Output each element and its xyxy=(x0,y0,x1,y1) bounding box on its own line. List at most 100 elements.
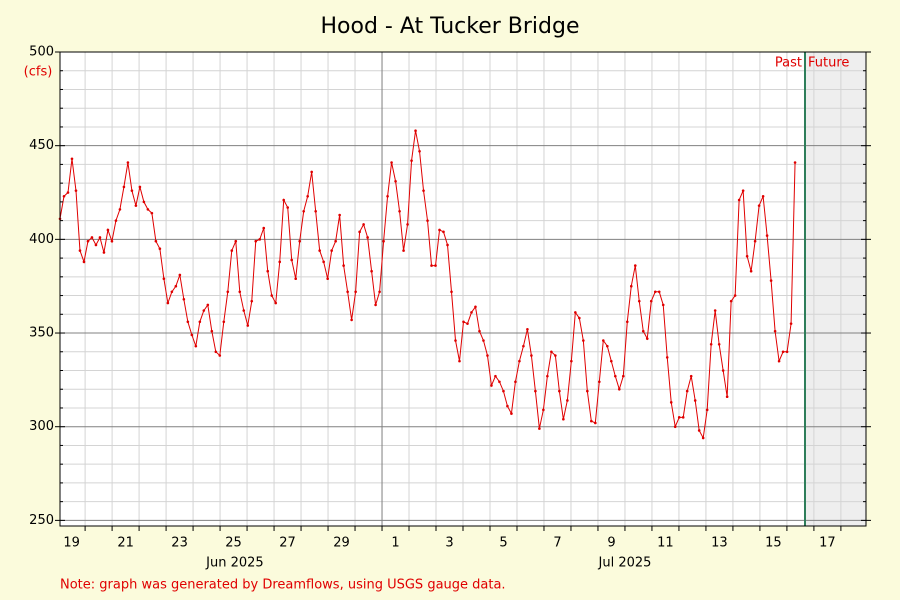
data-point xyxy=(709,342,713,346)
data-point xyxy=(458,359,461,363)
data-point xyxy=(306,194,309,198)
data-point xyxy=(194,344,198,348)
data-point xyxy=(474,305,477,309)
y-tick-label: 300 xyxy=(29,419,54,434)
data-point xyxy=(697,429,701,432)
data-point xyxy=(142,200,146,204)
data-point xyxy=(198,320,202,324)
data-point xyxy=(62,194,66,198)
note: Note: graph was generated by Dreamflows,… xyxy=(60,578,506,593)
data-point xyxy=(318,249,321,252)
data-point xyxy=(446,243,449,247)
data-point xyxy=(713,309,717,312)
data-point xyxy=(781,350,785,354)
data-point xyxy=(262,226,266,230)
data-point xyxy=(737,198,741,202)
data-point xyxy=(554,354,557,357)
data-point xyxy=(310,170,313,174)
data-point xyxy=(170,290,174,294)
data-point xyxy=(86,239,90,243)
data-point xyxy=(625,320,629,324)
data-point xyxy=(350,318,353,322)
data-point xyxy=(186,320,190,324)
data-point xyxy=(582,339,585,342)
data-point xyxy=(462,320,465,324)
data-point xyxy=(777,359,781,363)
data-point xyxy=(382,239,385,243)
data-point xyxy=(166,301,170,305)
data-point xyxy=(566,399,569,402)
data-point xyxy=(250,299,254,303)
data-point xyxy=(422,189,425,192)
data-point xyxy=(202,309,206,312)
y-tick-label: 400 xyxy=(29,232,54,247)
data-point xyxy=(426,219,429,222)
data-point xyxy=(629,284,633,288)
data-point xyxy=(162,277,166,280)
month-label: Jul 2025 xyxy=(598,556,652,571)
data-point xyxy=(386,194,389,198)
data-point xyxy=(757,204,761,207)
y-tick-label: 350 xyxy=(29,326,54,341)
data-point xyxy=(126,161,130,164)
data-point xyxy=(681,416,685,419)
data-point xyxy=(362,223,365,226)
data-point xyxy=(550,350,553,354)
data-point xyxy=(689,374,693,378)
future-label: Future xyxy=(808,56,849,71)
data-point xyxy=(633,264,637,267)
data-point xyxy=(122,185,126,189)
data-point xyxy=(578,316,581,320)
data-point xyxy=(354,290,357,294)
data-point xyxy=(182,298,186,301)
chart-title: Hood - At Tucker Bridge xyxy=(320,14,579,39)
data-point xyxy=(609,359,613,363)
data-point xyxy=(338,213,341,217)
data-point xyxy=(673,425,677,429)
data-point xyxy=(242,309,246,312)
data-point xyxy=(78,249,82,252)
data-point xyxy=(190,333,194,337)
data-point xyxy=(234,239,238,243)
data-point xyxy=(138,185,142,189)
data-point xyxy=(98,236,102,239)
data-point xyxy=(130,189,134,192)
data-point xyxy=(282,198,286,202)
data-point xyxy=(378,290,381,294)
data-point xyxy=(114,219,118,222)
data-point xyxy=(334,239,337,243)
data-point xyxy=(146,208,150,211)
data-point xyxy=(677,416,681,419)
data-point xyxy=(733,294,737,297)
data-point xyxy=(174,284,178,288)
data-point xyxy=(454,339,457,342)
data-point xyxy=(558,389,561,393)
data-point xyxy=(106,228,110,232)
data-point xyxy=(66,191,70,194)
data-point xyxy=(330,249,333,252)
data-point xyxy=(785,350,789,354)
data-point xyxy=(314,209,317,213)
data-point xyxy=(358,230,361,234)
data-point xyxy=(574,311,577,314)
data-point xyxy=(745,254,749,258)
data-point xyxy=(150,211,154,215)
data-point xyxy=(390,161,393,164)
data-point xyxy=(274,301,278,305)
data-point xyxy=(594,421,597,425)
data-point xyxy=(346,290,349,294)
y-axis-label: (cfs) xyxy=(24,65,53,80)
x-tick-label: 19 xyxy=(63,536,80,551)
data-point xyxy=(110,239,114,243)
x-tick-label: 17 xyxy=(819,536,836,551)
data-point xyxy=(278,260,282,264)
data-point xyxy=(434,264,437,267)
past-label: Past xyxy=(775,56,802,71)
data-point xyxy=(773,329,777,333)
data-point xyxy=(717,342,721,346)
x-tick-label: 11 xyxy=(657,536,674,551)
data-point xyxy=(450,290,453,294)
